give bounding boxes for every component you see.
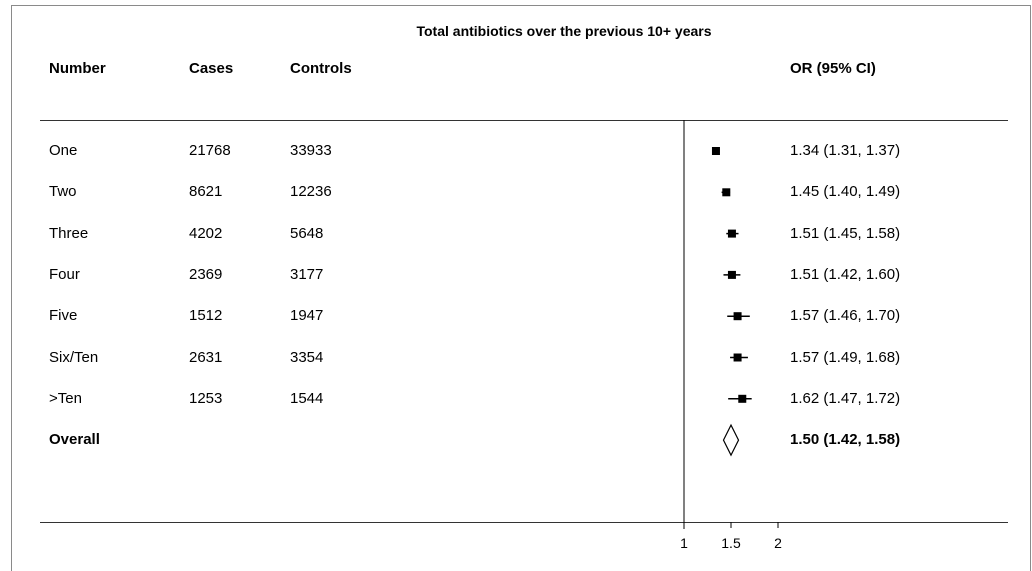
x-tick-label: 1 [680,535,688,551]
x-tick-label: 2 [774,535,782,551]
point-estimate [738,394,747,403]
row-cases: 4202 [189,224,223,242]
row-label: Two [49,183,77,201]
overall-diamond [722,423,740,457]
header-controls: Controls [290,60,352,77]
row-cases: 21768 [189,142,231,159]
overall-or-ci: 1.50 (1.42, 1.58) [790,431,901,449]
row-controls: 1544 [290,389,324,407]
row-label: One [49,142,78,159]
row-label: Six/Ten [49,348,99,366]
top-rule [40,120,1008,121]
point-estimate [733,312,742,321]
row-label: Five [49,307,78,325]
row-controls: 3354 [290,348,324,366]
row-or-ci: 1.51 (1.42, 1.60) [790,265,901,283]
row-label: Three [49,224,89,242]
row-or-ci: 1.57 (1.46, 1.70) [790,307,901,325]
header-cases: Cases [189,60,234,77]
row-controls: 12236 [290,183,332,201]
row-cases: 2369 [189,265,223,283]
row-label: Four [49,265,80,283]
header-number: Number [49,60,106,77]
row-or-ci: 1.51 (1.45, 1.58) [790,224,901,242]
row-controls: 5648 [290,224,324,242]
chart-title: Total antibiotics over the previous 10+ … [416,23,712,39]
point-estimate [722,188,731,197]
row-cases: 1512 [189,307,223,325]
point-estimate [711,147,720,155]
chart-frame [11,5,1031,571]
row-controls: 33933 [290,142,332,159]
header-or-ci: OR (95% CI) [790,60,876,77]
row-or-ci: 1.34 (1.31, 1.37) [790,142,901,159]
point-estimate [727,270,736,279]
row-or-ci: 1.62 (1.47, 1.72) [790,389,901,407]
row-cases: 1253 [189,389,223,407]
row-cases: 8621 [189,183,223,201]
point-estimate [727,229,736,238]
row-controls: 3177 [290,265,324,283]
row-or-ci: 1.45 (1.40, 1.49) [790,183,901,201]
point-estimate [733,353,742,362]
bottom-rule [40,522,1008,523]
row-label: >Ten [49,389,82,407]
row-controls: 1947 [290,307,324,325]
row-or-ci: 1.57 (1.49, 1.68) [790,348,901,366]
row-cases: 2631 [189,348,223,366]
x-tick-label: 1.5 [721,535,741,551]
overall-label: Overall [49,431,100,449]
